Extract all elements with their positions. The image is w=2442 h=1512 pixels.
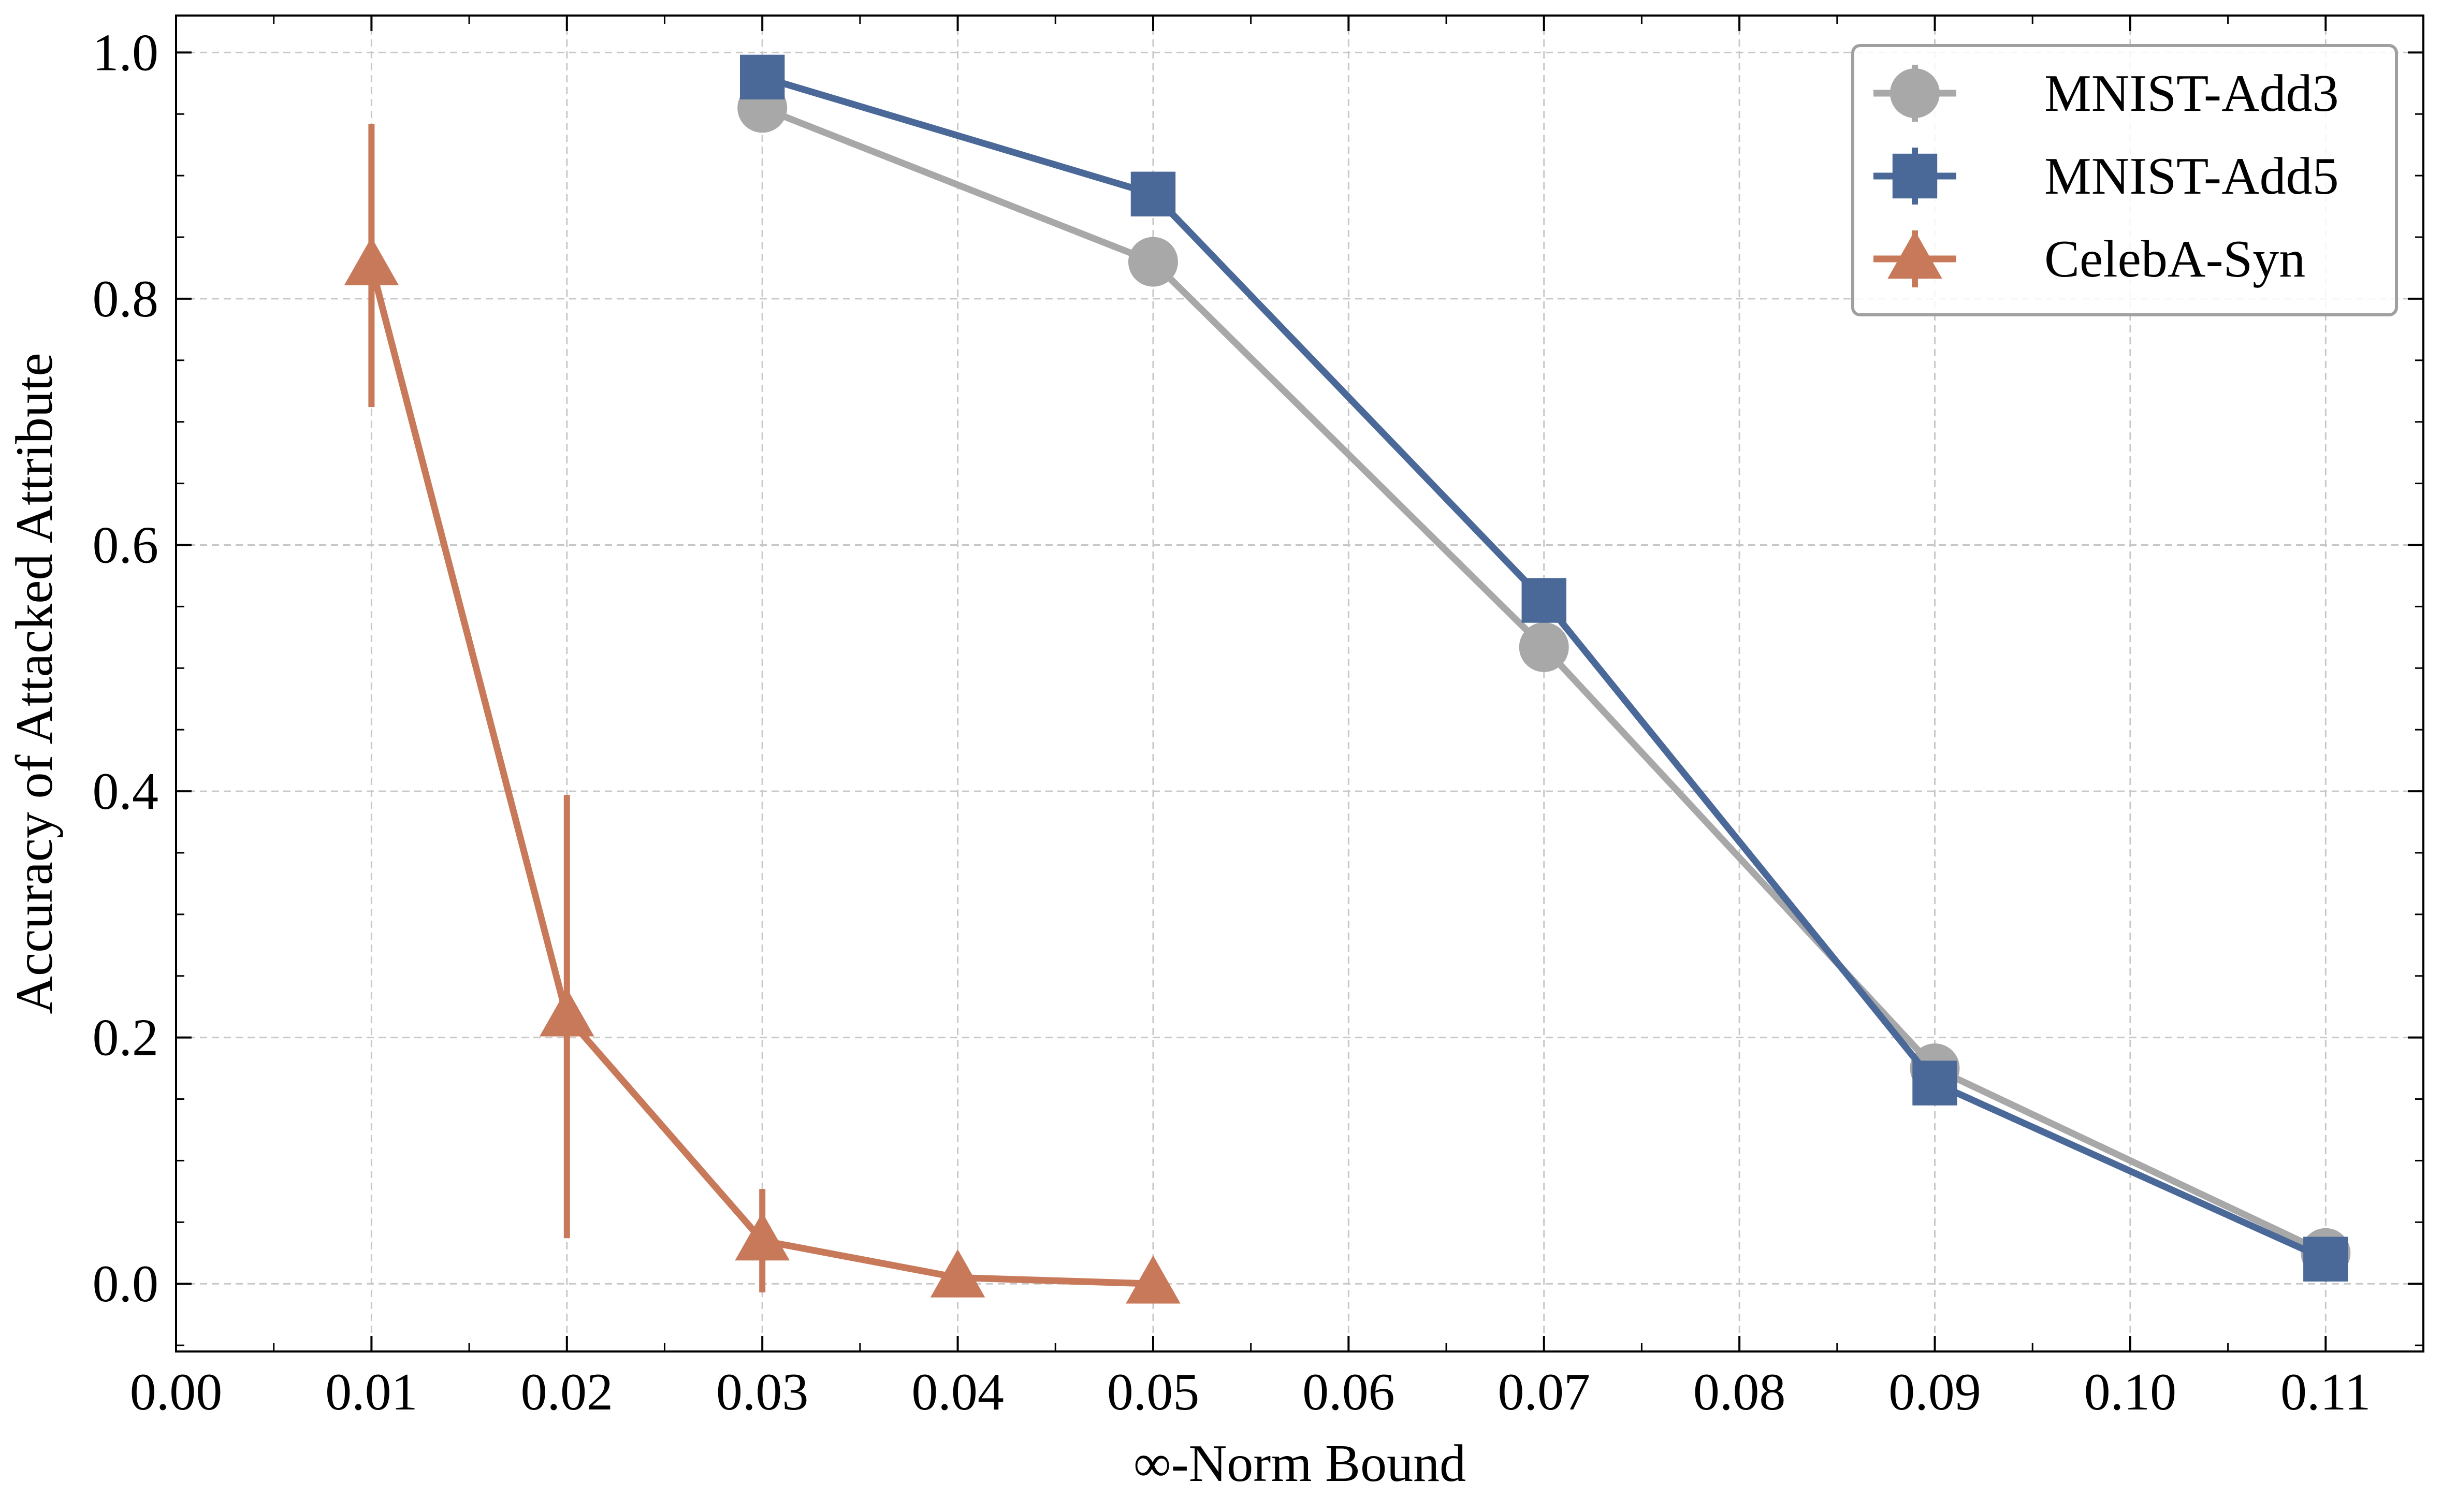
legend-item: MNIST-Add3: [1873, 64, 2339, 123]
data-point: [1128, 237, 1178, 287]
legend-marker: [1887, 230, 1942, 279]
x-axis-label: ∞-Norm Bound: [1133, 1434, 1466, 1493]
x-tick-label: 0.02: [521, 1363, 614, 1421]
data-point: [1912, 1060, 1957, 1106]
x-tick-label: 0.11: [2280, 1363, 2371, 1421]
data-point: [1519, 622, 1569, 672]
x-tick-label: 0.01: [325, 1363, 418, 1421]
x-tick-label: 0.00: [130, 1363, 223, 1421]
y-tick-label: 0.0: [93, 1255, 159, 1313]
data-point: [1126, 1255, 1181, 1304]
data-point: [739, 54, 785, 100]
x-tick-label: 0.06: [1302, 1363, 1395, 1421]
y-tick-label: 0.6: [93, 516, 159, 574]
series-layer: [344, 54, 2351, 1304]
legend-label: CelebA-Syn: [2044, 230, 2305, 288]
x-tick-label: 0.09: [1888, 1363, 1981, 1421]
legend: MNIST-Add3 MNIST-Add5 CelebA-Syn: [1851, 44, 2398, 316]
series-celeba-syn: [344, 124, 1181, 1304]
data-point: [2303, 1237, 2348, 1282]
x-tick-label: 0.10: [2084, 1363, 2177, 1421]
legend-marker: [1890, 68, 1940, 118]
x-tick-label: 0.05: [1107, 1363, 1200, 1421]
x-tick-label: 0.07: [1498, 1363, 1590, 1421]
y-tick-label: 0.8: [93, 270, 159, 328]
data-point: [1521, 578, 1566, 623]
legend-item: CelebA-Syn: [1873, 230, 2305, 288]
data-point: [539, 988, 594, 1037]
data-point: [344, 237, 399, 286]
data-point: [930, 1249, 985, 1298]
legend-box: [1851, 44, 2398, 316]
legend-label: MNIST-Add5: [2044, 147, 2339, 206]
x-tick-label: 0.03: [716, 1363, 809, 1421]
axis-ticks: 0.00 0.01 0.02 0.03 0.04 0.05 0.06 0.07 0.08 0.09…: [93, 16, 2424, 1421]
grid-lines: [175, 16, 2423, 1351]
x-tick-label: 0.04: [911, 1363, 1004, 1421]
series-mnist-add5: [739, 54, 2348, 1282]
y-tick-label: 1.0: [93, 23, 159, 82]
x-tick-label: 0.08: [1693, 1363, 1786, 1421]
plot-frame: [175, 14, 2424, 1353]
y-tick-label: 0.2: [93, 1009, 159, 1067]
legend-label: MNIST-Add3: [2044, 64, 2339, 123]
data-point: [1130, 171, 1176, 216]
legend-marker: [1892, 153, 1938, 199]
y-axis-label: Accuracy of Attacked Attribute: [5, 353, 64, 1014]
legend-item: MNIST-Add5: [1873, 147, 2339, 206]
data-point: [735, 1212, 790, 1261]
y-tick-label: 0.4: [93, 762, 159, 821]
